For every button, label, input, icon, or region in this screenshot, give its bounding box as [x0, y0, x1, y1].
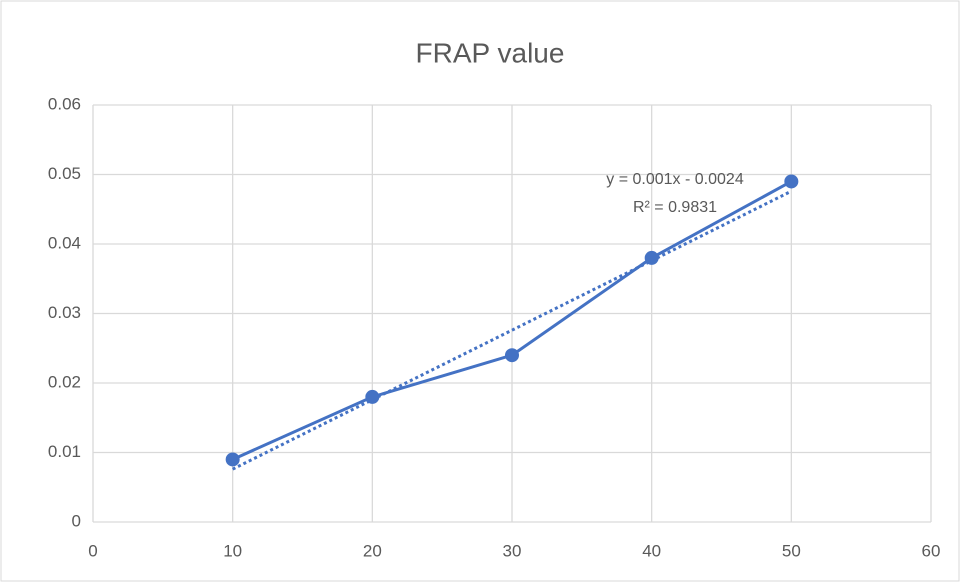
data-point [784, 174, 799, 189]
y-tick-label: 0.03 [48, 303, 81, 322]
trendline-label: y = 0.001x - 0.0024 [606, 171, 744, 188]
x-tick-label: 60 [922, 541, 941, 560]
data-point [225, 452, 240, 467]
trendline-label: R² = 0.9831 [633, 199, 717, 216]
x-tick-label: 10 [223, 541, 242, 560]
chart-title: FRAP value [416, 37, 565, 68]
y-tick-label: 0 [72, 511, 81, 530]
trendline [231, 189, 793, 471]
x-tick-label: 20 [363, 541, 382, 560]
x-tick-label: 30 [503, 541, 522, 560]
y-tick-label: 0.04 [48, 233, 81, 252]
x-tick-label: 40 [642, 541, 661, 560]
x-tick-label: 50 [782, 541, 801, 560]
y-tick-label: 0.06 [48, 94, 81, 113]
y-tick-label: 0.05 [48, 164, 81, 183]
y-tick-label: 0.02 [48, 372, 81, 391]
data-point [505, 348, 519, 363]
data-point [644, 250, 659, 265]
x-tick-label: 0 [88, 541, 97, 560]
data-point [365, 389, 380, 404]
y-tick-label: 0.01 [48, 442, 81, 461]
